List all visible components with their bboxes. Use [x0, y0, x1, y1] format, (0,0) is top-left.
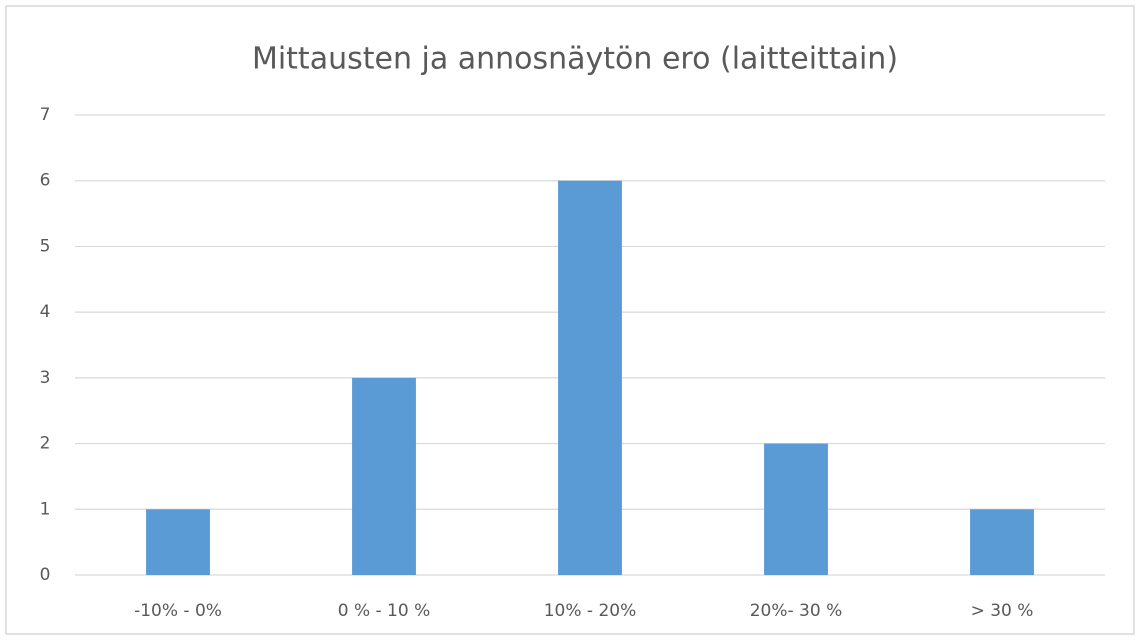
y-tick-label: 1 — [40, 499, 51, 519]
y-tick-label: 4 — [40, 302, 51, 322]
x-tick-label: -10% - 0% — [134, 601, 222, 621]
x-tick-label: > 30 % — [971, 601, 1034, 621]
bar — [146, 509, 210, 575]
y-tick-label: 3 — [40, 368, 51, 388]
y-tick-label: 6 — [40, 171, 51, 191]
x-tick-label: 20%- 30 % — [750, 601, 843, 621]
chart-title: Mittausten ja annosnäytön ero (laitteitt… — [252, 42, 898, 77]
bar — [764, 443, 828, 575]
y-tick-label: 0 — [40, 565, 51, 585]
bar — [558, 180, 622, 575]
x-tick-label: 10% - 20% — [544, 601, 637, 621]
bar — [352, 377, 416, 575]
y-tick-label: 5 — [40, 236, 51, 256]
y-tick-label: 7 — [40, 105, 51, 125]
x-tick-label: 0 % - 10 % — [338, 601, 431, 621]
y-tick-label: 2 — [40, 434, 51, 454]
bar — [970, 509, 1034, 575]
